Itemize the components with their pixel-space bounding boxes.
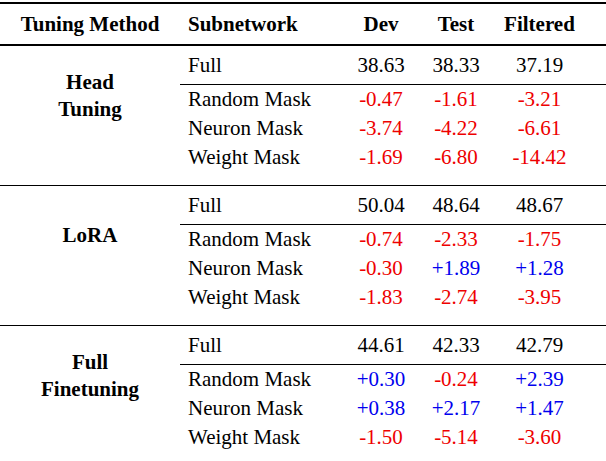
value-filtered: +1.47 [495,394,606,423]
col-header-tuning-method: Tuning Method [0,3,180,45]
value-filtered: -14.42 [495,143,606,186]
col-header-filtered: Filtered [495,3,606,45]
value-filtered: -3.60 [495,423,606,461]
value-dev: -1.69 [345,143,417,186]
value-filtered: -3.95 [495,283,606,326]
value-filtered: +1.28 [495,254,606,283]
subnetwork-label: Random Mask [180,225,345,255]
subnetwork-label: Neuron Mask [180,114,345,143]
method-group-label-text: Full Finetuning [0,349,180,401]
value-filtered: +2.39 [495,365,606,395]
subnetwork-label: Weight Mask [180,283,345,326]
value-filtered: 42.79 [495,326,606,365]
value-filtered: -1.75 [495,225,606,255]
value-dev: -0.47 [345,85,417,115]
value-dev: -0.30 [345,254,417,283]
value-test: -1.61 [417,85,495,115]
method-group-label-text: LoRA [0,222,180,248]
method-group-label-text: Head Tuning [0,69,180,121]
col-header-test: Test [417,3,495,45]
table-header-row: Tuning Method Subnetwork Dev Test Filter… [0,3,606,45]
value-dev: -3.74 [345,114,417,143]
subnetwork-label: Random Mask [180,85,345,115]
value-test: -2.74 [417,283,495,326]
value-test: -2.33 [417,225,495,255]
table-row: Head Tuning Full 38.63 38.33 37.19 [0,45,606,85]
value-dev: 38.63 [345,45,417,85]
value-test: -6.80 [417,143,495,186]
value-test: -5.14 [417,423,495,461]
subnetwork-label: Neuron Mask [180,254,345,283]
subnetwork-label: Full [180,45,345,85]
method-group-label: Head Tuning [0,45,180,186]
subnetwork-label: Random Mask [180,365,345,395]
value-dev: 50.04 [345,186,417,225]
subnetwork-label: Neuron Mask [180,394,345,423]
subnetwork-label: Weight Mask [180,423,345,461]
value-filtered: -6.61 [495,114,606,143]
value-test: 42.33 [417,326,495,365]
value-filtered: 37.19 [495,45,606,85]
table-row: LoRA Full 50.04 48.64 48.67 [0,186,606,225]
value-filtered: -3.21 [495,85,606,115]
value-test: +1.89 [417,254,495,283]
value-test: +2.17 [417,394,495,423]
value-dev: +0.30 [345,365,417,395]
method-group-label: LoRA [0,186,180,326]
value-test: 38.33 [417,45,495,85]
method-group-label: Full Finetuning [0,326,180,461]
col-header-dev: Dev [345,3,417,45]
value-dev: -0.74 [345,225,417,255]
results-table: Tuning Method Subnetwork Dev Test Filter… [0,2,606,461]
subnetwork-label: Weight Mask [180,143,345,186]
table-row: Full Finetuning Full 44.61 42.33 42.79 [0,326,606,365]
value-filtered: 48.67 [495,186,606,225]
value-test: -0.24 [417,365,495,395]
subnetwork-label: Full [180,326,345,365]
value-dev: -1.83 [345,283,417,326]
col-header-subnetwork: Subnetwork [180,3,345,45]
value-dev: -1.50 [345,423,417,461]
value-dev: +0.38 [345,394,417,423]
value-dev: 44.61 [345,326,417,365]
value-test: -4.22 [417,114,495,143]
subnetwork-label: Full [180,186,345,225]
value-test: 48.64 [417,186,495,225]
